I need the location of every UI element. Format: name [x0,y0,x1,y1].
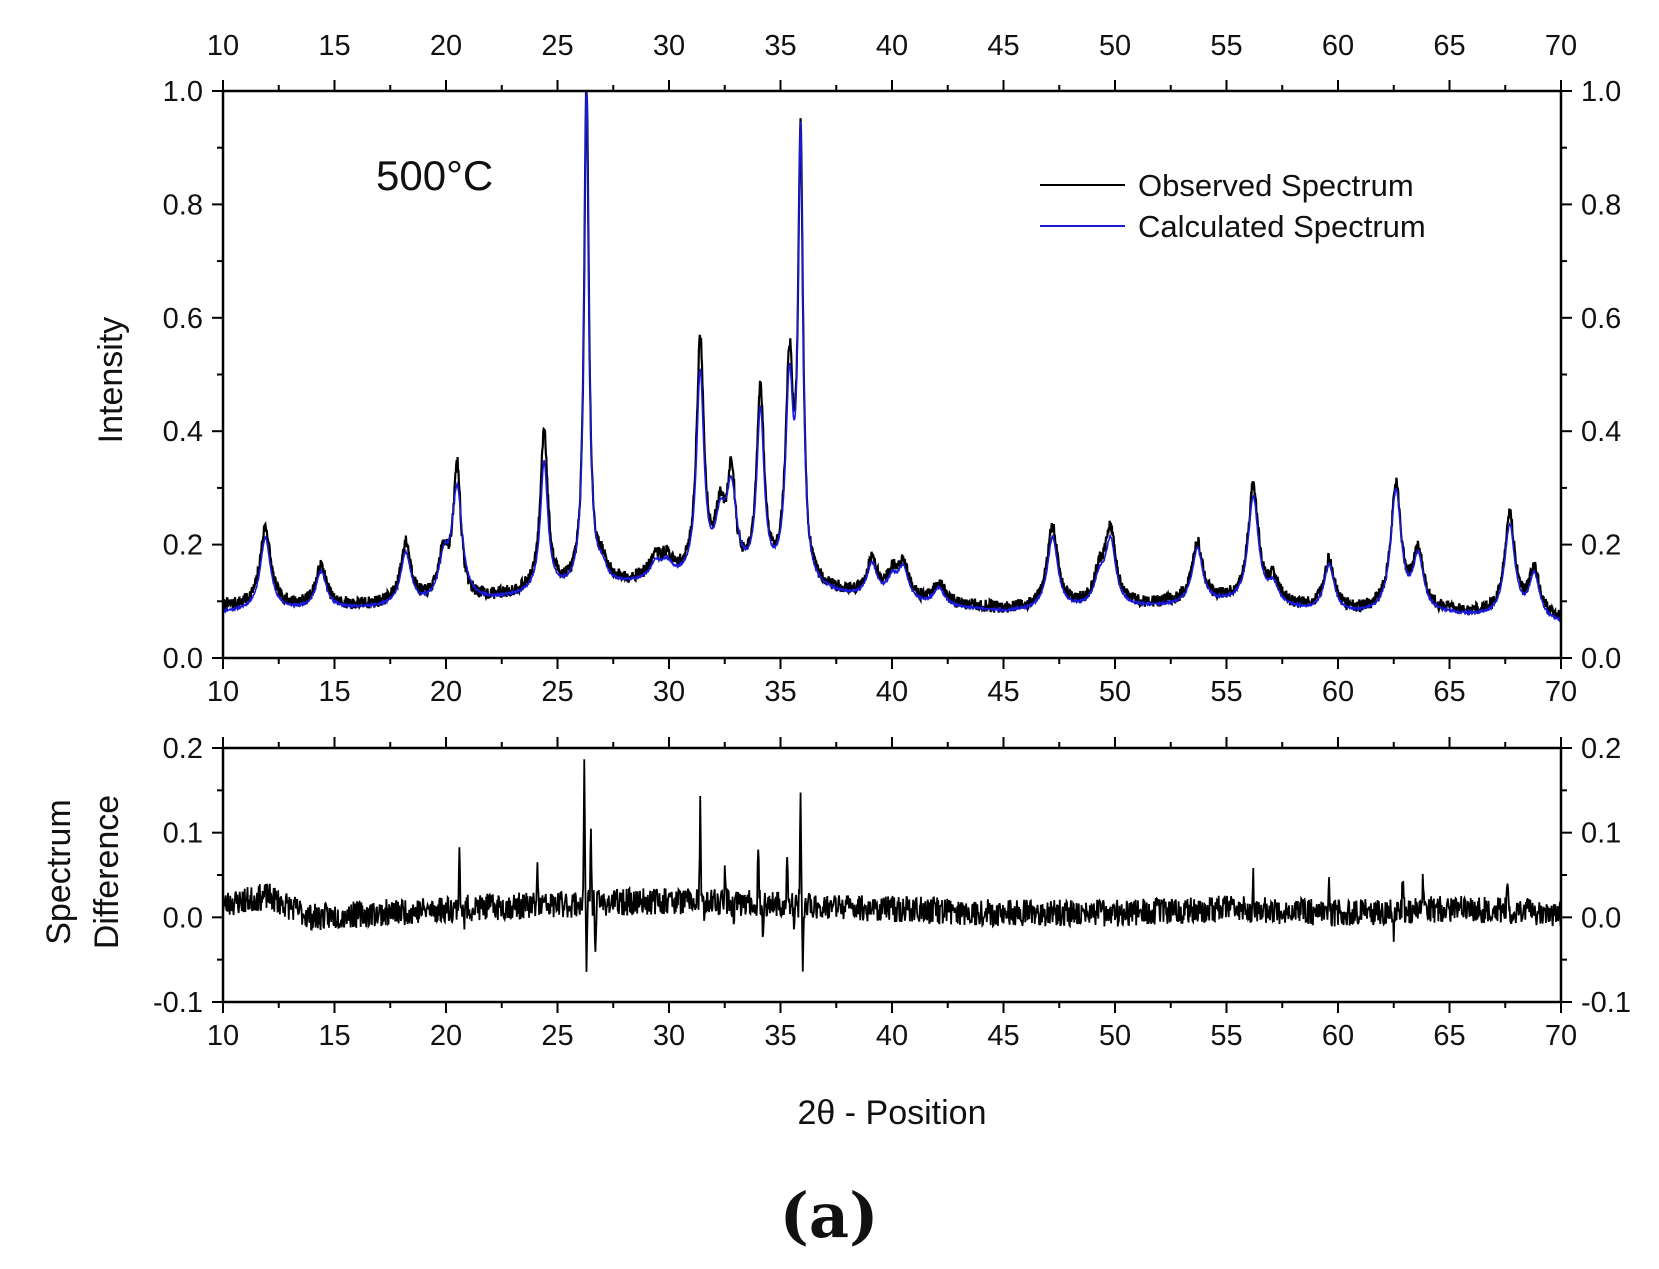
spectrum-x-tick-label-top: 60 [1322,30,1354,62]
difference-x-tick-label: 20 [430,1020,462,1052]
spectrum-y-tick-label-right: 0.0 [1581,643,1621,675]
difference-x-tick-label: 70 [1545,1020,1577,1052]
spectrum-y-tick-label: 0.0 [163,643,203,675]
spectrum-lines [221,90,1563,624]
spectrum-x-tick-label: 35 [764,676,796,708]
spectrum-x-tick-label-top: 65 [1433,30,1465,62]
spectrum-x-tick-label-top: 40 [876,30,908,62]
spectrum-x-tick-label: 70 [1545,676,1577,708]
spectrum-x-tick-label-top: 25 [541,30,573,62]
difference-panel: 10 15 20 25 30 35 40 45 50 55 60 65 70-0.1 -0.10.0 0.0… [40,733,1631,1132]
spectrum-x-tick-label: 30 [653,676,685,708]
difference-y-tick-label-right: -0.1 [1581,987,1631,1019]
spectrum-y-tick-label: 1.0 [163,76,203,108]
spectrum-x-tick-label-top: 45 [987,30,1019,62]
spectrum-panel: 10 10 15 15 20 20 25 25 30 30 35 35 40 40 45 45 50 50 55 55… [92,30,1621,708]
temperature-annotation: 500°C [376,152,493,199]
difference-y-tick-label: 0.0 [163,902,203,934]
legend-observed-label: Observed Spectrum [1138,168,1414,203]
legend: Observed Spectrum Calculated Spectrum [1040,168,1426,244]
spectrum-x-tick-label: 45 [987,676,1019,708]
spectrum-y-tick-label: 0.8 [163,189,203,221]
difference-x-tick-label: 15 [318,1020,350,1052]
difference-x-tick-label: 35 [764,1020,796,1052]
difference-y-tick-label-right: 0.1 [1581,818,1621,850]
difference-lines [222,759,1562,972]
spectrum-y-tick-label-right: 1.0 [1581,76,1621,108]
x-axis-title: 2θ - Position [798,1094,987,1132]
spectrum-x-tick-label-top: 15 [318,30,350,62]
difference-x-tick-label: 60 [1322,1020,1354,1052]
difference-y-tick-label: 0.2 [163,733,203,765]
legend-calculated-label: Calculated Spectrum [1138,209,1426,244]
difference-x-tick-label: 50 [1099,1020,1131,1052]
difference-x-tick-label: 10 [207,1020,239,1052]
difference-x-tick-label: 45 [987,1020,1019,1052]
spectrum-x-tick-label: 40 [876,676,908,708]
difference-tick-labels: 10 15 20 25 30 35 40 45 50 55 60 65 70-0.1 -0.10.0 0.0… [153,733,1631,1052]
spectrum-x-tick-label-top: 35 [764,30,796,62]
difference-axis-title-line2: Difference [88,795,126,949]
spectrum-x-tick-label-top: 70 [1545,30,1577,62]
difference-x-tick-label: 55 [1210,1020,1242,1052]
spectrum-y-tick-label: 0.2 [163,530,203,562]
spectrum-x-tick-label: 15 [318,676,350,708]
figure-caption: (a) [780,1179,879,1252]
spectrum-x-tick-label-top: 55 [1210,30,1242,62]
difference-y-tick-label-right: 0.2 [1581,733,1621,765]
difference-y-tick-label: -0.1 [153,987,203,1019]
spectrum-y-tick-label: 0.6 [163,303,203,335]
difference-x-tick-label: 65 [1433,1020,1465,1052]
spectrum-y-tick-label-right: 0.6 [1581,303,1621,335]
spectrum-x-tick-label-top: 20 [430,30,462,62]
difference-x-tick-label: 25 [541,1020,573,1052]
spectrum-y-tick-label-right: 0.8 [1581,189,1621,221]
difference-ticks [212,737,1572,1013]
spectrum-x-tick-label: 60 [1322,676,1354,708]
difference-plot-frame [221,746,1563,1004]
spectrum-x-tick-label-top: 10 [207,30,239,62]
spectrum-x-tick-label: 20 [430,676,462,708]
spectrum-x-tick-label: 25 [541,676,573,708]
spectrum-y-tick-label: 0.4 [163,416,203,448]
difference-x-tick-label: 30 [653,1020,685,1052]
spectrum-x-tick-label: 10 [207,676,239,708]
spectrum-tick-labels: 10 10 15 15 20 20 25 25 30 30 35 35 40 40 45 45 50 50 55 55… [163,30,1622,708]
spectrum-ticks [212,80,1572,669]
spectrum-x-tick-label: 65 [1433,676,1465,708]
difference-x-tick-label: 40 [876,1020,908,1052]
difference-line [222,759,1562,972]
difference-axis-title-line1: Spectrum [40,799,78,945]
spectrum-y-tick-label-right: 0.4 [1581,416,1621,448]
difference-y-tick-label-right: 0.0 [1581,902,1621,934]
spectrum-x-tick-label-top: 30 [653,30,685,62]
intensity-axis-title: Intensity [92,317,130,444]
spectrum-x-tick-label: 50 [1099,676,1131,708]
difference-y-tick-label: 0.1 [163,818,203,850]
calculated-spectrum-line [222,90,1562,622]
spectrum-x-tick-label: 55 [1210,676,1242,708]
spectrum-y-tick-label-right: 0.2 [1581,530,1621,562]
spectrum-x-tick-label-top: 50 [1099,30,1131,62]
